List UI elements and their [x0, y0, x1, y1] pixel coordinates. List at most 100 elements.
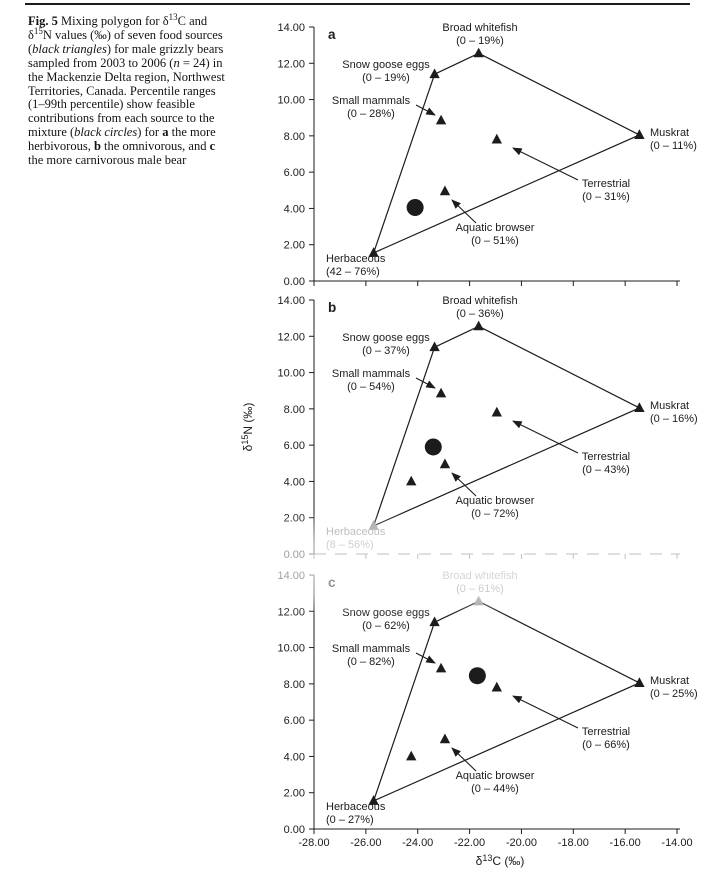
source-range-terrestrial: (0 – 31%)	[582, 191, 630, 203]
source-range-broad_whitefish: (0 – 36%)	[456, 308, 504, 320]
source-range-aquatic_browser: (0 – 44%)	[471, 783, 519, 795]
source-label-snow_goose_eggs: Snow goose eggs	[342, 332, 430, 344]
source-range-snow_goose_eggs: (0 – 62%)	[362, 620, 410, 632]
source-label-herbaceous: Herbaceous	[326, 801, 386, 813]
x-axis	[313, 828, 681, 834]
source-triangle-herbaceous	[368, 795, 379, 805]
x-tick-label: -18.00	[558, 837, 589, 849]
y-tick-label: 0.00	[284, 549, 305, 560]
source-label-broad_whitefish: Broad whitefish	[442, 570, 517, 582]
annotation-arrow-terrestrial	[512, 147, 579, 181]
source-label-broad_whitefish: Broad whitefish	[442, 295, 517, 307]
mixture-circle	[468, 667, 486, 685]
y-tick-label: 12.00	[277, 58, 305, 70]
source-triangle-snow_goose_eggs	[429, 341, 440, 352]
panel-letter: a	[328, 27, 336, 42]
y-tick-label: 8.00	[284, 131, 305, 143]
panel-c-svg: 0.00 2.00 4.00 6.00 8.00 10.00 12.00 14.00 -28.0…	[277, 570, 698, 868]
caption-segment: ) for	[137, 125, 163, 140]
y-tick-label: 0.00	[284, 824, 305, 836]
source-label-aquatic_browser: Aquatic browser	[456, 222, 535, 234]
source-range-snow_goose_eggs: (0 – 19%)	[362, 72, 410, 84]
source-label-terrestrial: Terrestrial	[582, 726, 630, 738]
y-tick-label: 10.00	[277, 643, 305, 655]
source-label-muskrat: Muskrat	[650, 400, 689, 412]
source-label-snow_goose_eggs: Snow goose eggs	[342, 59, 430, 71]
source-label-aquatic_browser: Aquatic browser	[456, 495, 535, 507]
y-tick-label: 10.00	[277, 368, 305, 380]
figure-panel-a: 0.00 2.00 4.00 6.00 8.00 10.00 12.00 14.00 a Herb…	[240, 13, 714, 287]
y-tick-label: 2.00	[284, 240, 305, 252]
caption-segment: ) for male grizzly bears sampled from 20…	[28, 41, 224, 70]
source-range-muskrat: (0 – 16%)	[650, 413, 698, 425]
caption-segment: Mixing polygon for δ	[57, 14, 169, 28]
caption-segment: the more herbivorous,	[28, 125, 216, 154]
annotation-arrow-small_mammals	[415, 377, 436, 389]
panel-a-svg: 0.00 2.00 4.00 6.00 8.00 10.00 12.00 14.00 a Herb…	[277, 22, 696, 287]
y-tick-label: 0.00	[284, 276, 305, 287]
source-range-small_mammals: (0 – 82%)	[347, 656, 395, 668]
source-label-terrestrial: Terrestrial	[582, 178, 630, 190]
source-label-terrestrial: Terrestrial	[582, 451, 630, 463]
unlabeled-triangle	[406, 750, 417, 761]
y-tick-label: 14.00	[277, 22, 305, 34]
y-tick-label: 8.00	[284, 679, 305, 691]
mixture-circle	[424, 438, 442, 456]
y-tick-label: 14.00	[277, 295, 305, 307]
y-tick-label: 12.00	[277, 606, 305, 618]
x-tick-label: -26.00	[350, 837, 381, 849]
source-triangle-muskrat	[634, 402, 645, 412]
source-range-terrestrial: (0 – 43%)	[582, 464, 630, 476]
y-tick-label: 6.00	[284, 167, 305, 179]
source-label-broad_whitefish: Broad whitefish	[442, 22, 517, 34]
unlabeled-triangle	[406, 475, 417, 486]
y-tick-label: 6.00	[284, 715, 305, 727]
y-tick-label: 4.00	[284, 203, 305, 215]
y-tick-label: 2.00	[284, 513, 305, 525]
x-tick-label: -28.00	[298, 837, 329, 849]
source-range-muskrat: (0 – 25%)	[650, 688, 698, 700]
y-axis-title: δ15N (‰)	[240, 403, 255, 452]
figure-panel-b: 0.00 2.00 4.00 6.00 8.00 10.00 12.00 14.00 δ15N …	[240, 286, 714, 560]
annotation-arrow-terrestrial	[512, 695, 579, 729]
source-triangle-small_mammals	[435, 114, 447, 125]
source-range-broad_whitefish: (0 – 61%)	[456, 583, 504, 595]
source-triangle-broad_whitefish	[473, 47, 484, 58]
source-range-small_mammals: (0 – 54%)	[347, 381, 395, 393]
annotation-arrow-aquatic_browser	[451, 472, 477, 497]
source-triangle-aquatic_browser	[439, 733, 451, 744]
panel-letter: c	[328, 575, 336, 590]
source-triangle-herbaceous	[368, 247, 379, 257]
y-tick-label: 14.00	[277, 570, 305, 582]
source-label-snow_goose_eggs: Snow goose eggs	[342, 607, 430, 619]
y-tick-label: 2.00	[284, 788, 305, 800]
caption-segment: the omnivorous, and	[100, 139, 210, 154]
source-label-small_mammals: Small mammals	[332, 643, 411, 655]
source-range-herbaceous: (0 – 27%)	[326, 814, 374, 826]
caption-segment: c	[209, 139, 216, 154]
source-label-small_mammals: Small mammals	[332, 95, 411, 107]
source-range-snow_goose_eggs: (0 – 37%)	[362, 345, 410, 357]
y-axis	[309, 574, 315, 830]
y-tick-label: 12.00	[277, 331, 305, 343]
annotation-arrow-aquatic_browser	[451, 199, 477, 224]
y-tick-label: 4.00	[284, 751, 305, 763]
source-label-muskrat: Muskrat	[650, 675, 689, 687]
annotation-arrow-small_mammals	[415, 652, 436, 664]
x-tick-label: -14.00	[661, 837, 692, 849]
x-axis	[313, 280, 681, 286]
caption-segment: n	[173, 55, 180, 70]
x-tick-label: -22.00	[454, 837, 485, 849]
caption-segment: C and δ	[28, 14, 208, 42]
source-label-herbaceous: Herbaceous	[326, 526, 386, 538]
source-triangle-terrestrial	[491, 681, 503, 692]
y-tick-label: 10.00	[277, 95, 305, 107]
y-axis	[309, 299, 315, 555]
figure-caption: Fig. 5 Mixing polygon for δ13C and δ15N …	[28, 12, 230, 168]
x-tick-label: -20.00	[506, 837, 537, 849]
source-triangle-snow_goose_eggs	[429, 68, 440, 79]
source-range-aquatic_browser: (0 – 51%)	[471, 235, 519, 247]
caption-segment: the more carnivorous male bear	[28, 153, 187, 168]
panel-b-svg: 0.00 2.00 4.00 6.00 8.00 10.00 12.00 14.00 δ15N …	[240, 295, 698, 560]
caption-segment: = 24) in the Mackenzie Delta region, Nor…	[28, 55, 225, 140]
